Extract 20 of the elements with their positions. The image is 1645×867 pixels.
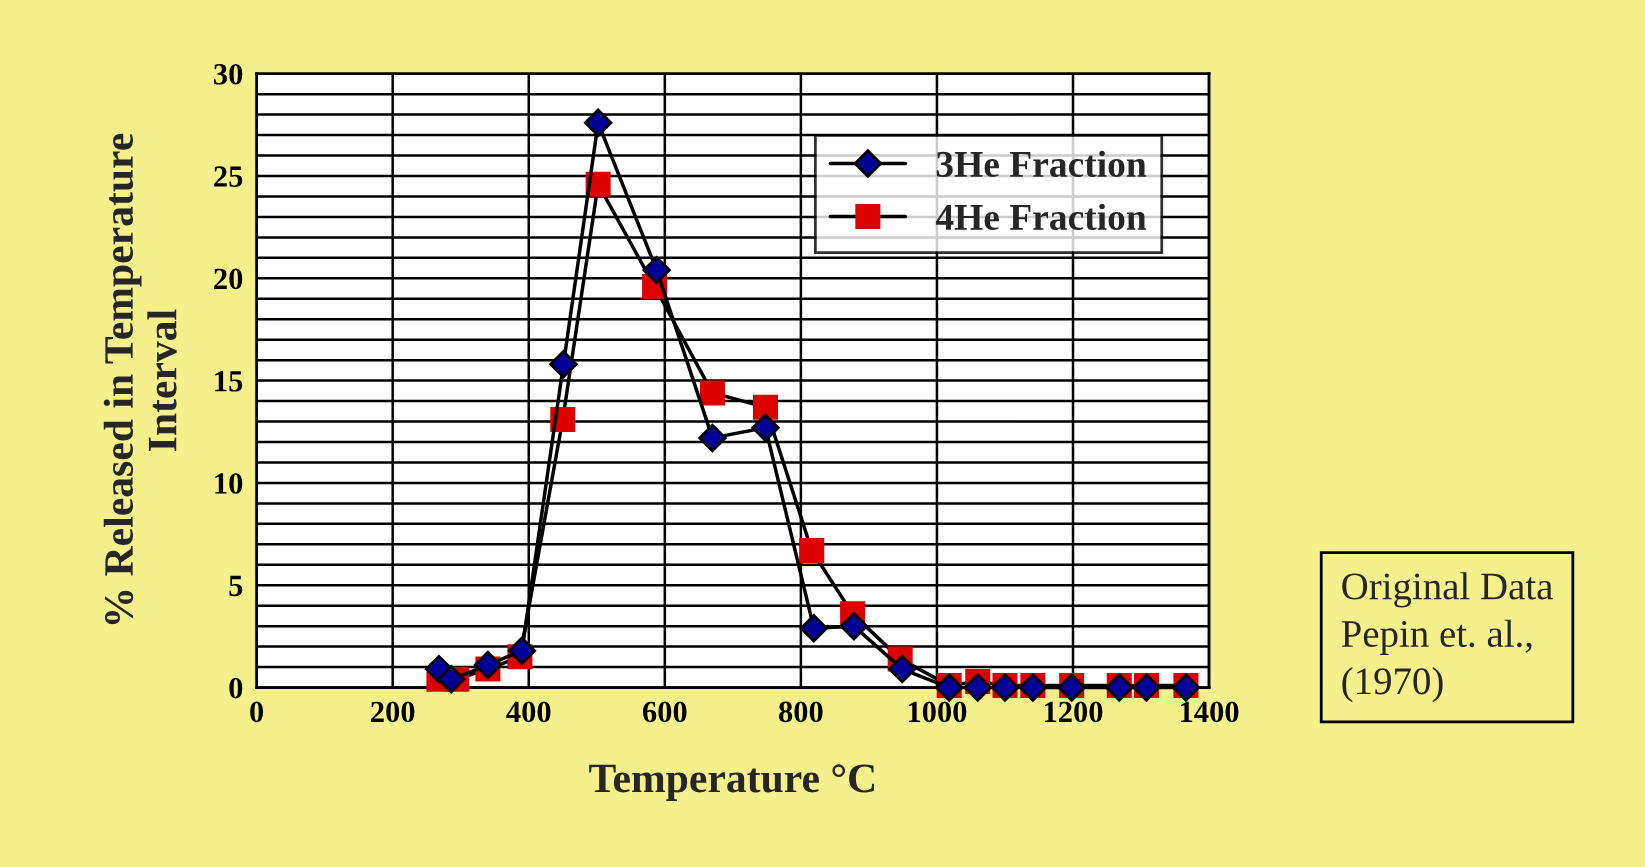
x-axis-title: Temperature °C: [589, 764, 874, 801]
text: Original Data Pepin et. al., (1970): [1341, 572, 1553, 703]
x-tick-label: 600: [642, 701, 687, 723]
x-tick-label: 800: [778, 701, 823, 723]
y-tick-label: 30: [214, 63, 243, 85]
legend-label: 3He Fraction: [936, 150, 1147, 178]
legend-label: 4He Fraction: [935, 203, 1147, 231]
x-tick-label: 1400: [1180, 701, 1239, 723]
y-tick-label: 25: [214, 166, 243, 187]
y-axis-title: % Released in Temperature Interval: [103, 133, 177, 625]
y-tick-label: 0: [229, 677, 243, 699]
y-tick-label: 5: [229, 575, 243, 597]
x-tick-label: 0: [250, 701, 264, 723]
y-tick-label: 10: [215, 473, 243, 494]
x-tick-label: 1200: [1044, 701, 1103, 723]
x-tick-label: 1000: [908, 701, 967, 723]
y-tick-label: 15: [215, 371, 243, 392]
x-tick-label: 200: [371, 701, 415, 723]
y-tick-label: 20: [214, 268, 243, 290]
x-tick-label: 400: [506, 701, 551, 723]
